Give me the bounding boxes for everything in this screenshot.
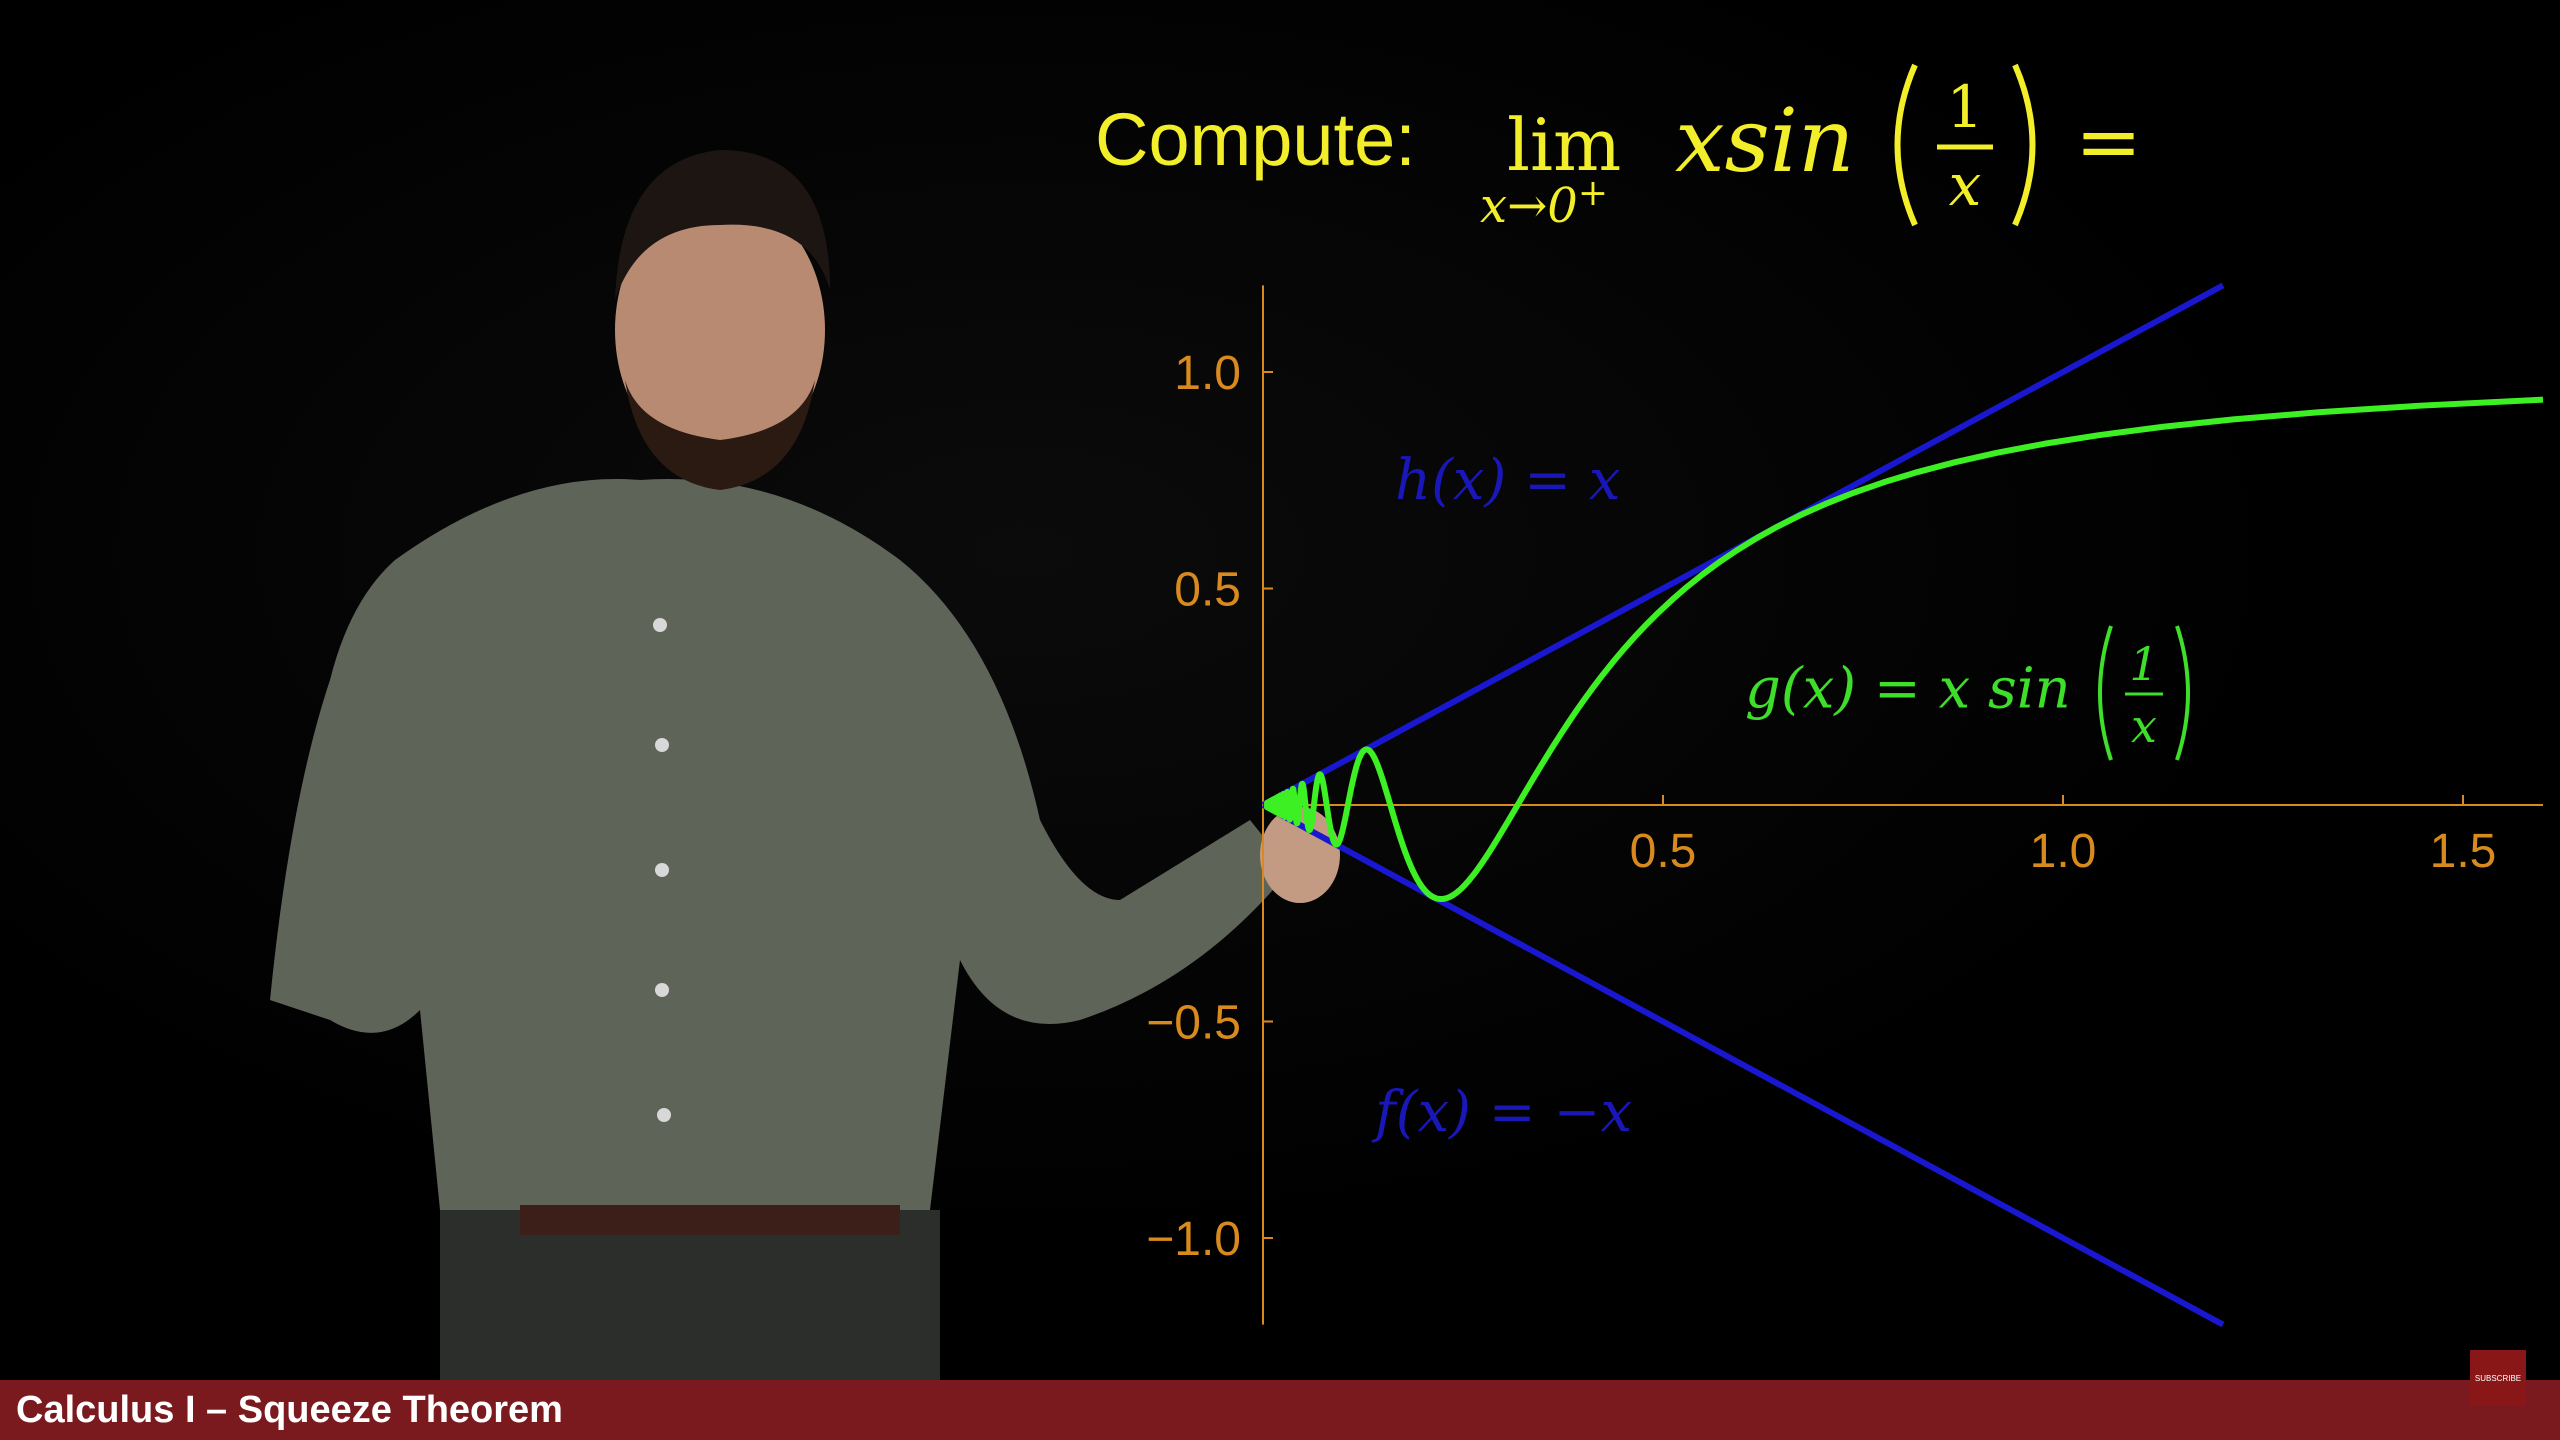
lim-text: lim — [1507, 103, 1622, 187]
x-tick-label: 0.5 — [1630, 825, 1697, 878]
fraction-group: 1 x — [1894, 63, 2036, 227]
fraction-denominator: x — [1949, 151, 1982, 219]
fraction-numerator: 1 — [1947, 73, 1984, 141]
series-f-line — [1261, 802, 2225, 1328]
y-tick-label: −1.0 — [1146, 1213, 1241, 1266]
y-tick-label: 1.0 — [1174, 347, 1241, 400]
label-g-numerator: 1 — [2129, 637, 2158, 691]
video-title: Calculus I – Squeeze Theorem — [16, 1388, 563, 1431]
right-paren — [2012, 63, 2036, 227]
left-paren — [1894, 63, 1918, 227]
y-tick-label: 0.5 — [1174, 564, 1241, 617]
x-tick-label: 1.5 — [2430, 825, 2497, 878]
label-g-denominator: x — [2131, 699, 2157, 753]
compute-formula: Compute: lim x→0+ xsin 1 x = — [1095, 55, 2195, 235]
label-f: f(x) = −x — [1375, 1080, 1633, 1145]
video-title-bar: Calculus I – Squeeze Theorem — [0, 1380, 2560, 1440]
subscribe-button[interactable]: SUBSCRIBE — [2470, 1350, 2526, 1406]
limit-subscript: x→0+ — [1480, 173, 1608, 234]
label-h: h(x) = x — [1395, 448, 1621, 513]
squeeze-plot: 0.5 1.0 1.5 1.0 0.5 −0.5 −1.0 — [1146, 282, 2544, 1328]
function-text: xsin — [1675, 89, 1855, 192]
label-g-left-paren — [2097, 625, 2113, 761]
y-tick-label: −0.5 — [1146, 997, 1241, 1050]
limit-side: + — [1577, 173, 1608, 214]
label-g: g(x) = x sin 1 x — [1745, 618, 2199, 768]
label-g-prefix: g(x) = x sin — [1745, 656, 2071, 722]
label-g-right-paren — [2174, 625, 2190, 761]
equals-sign: = — [2075, 95, 2143, 188]
label-g-fraction: 1 x — [2097, 625, 2190, 761]
limit-approach: x→0 — [1480, 178, 1578, 234]
series-g-curve — [1264, 396, 2544, 903]
x-tick-label: 1.0 — [2030, 825, 2097, 878]
compute-label: Compute: — [1095, 98, 1416, 181]
